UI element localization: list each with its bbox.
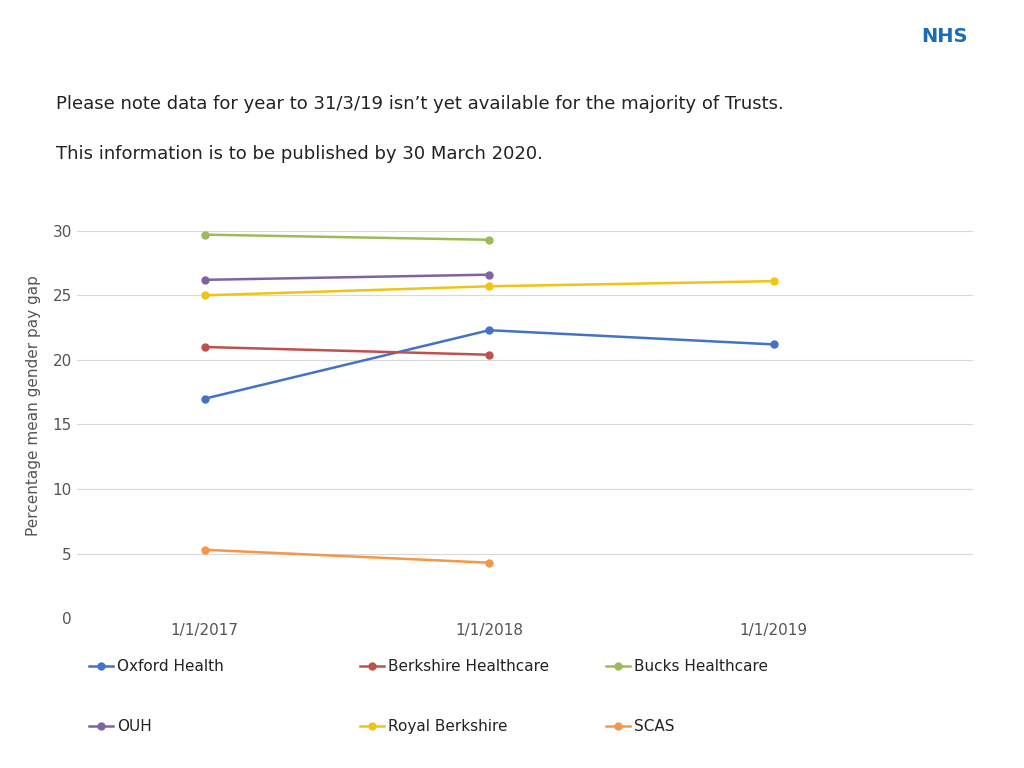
Text: Berkshire Healthcare: Berkshire Healthcare xyxy=(388,659,549,674)
FancyBboxPatch shape xyxy=(909,12,979,62)
Text: Bucks Healthcare: Bucks Healthcare xyxy=(634,659,768,674)
Text: Oxford Health: Oxford Health xyxy=(892,18,985,31)
Text: NHS Foundation Trust: NHS Foundation Trust xyxy=(880,46,985,56)
Text: This information is to be published by 30 March 2020.: This information is to be published by 3… xyxy=(56,145,543,163)
Text: Oxford Health: Oxford Health xyxy=(117,659,223,674)
Text: OUH: OUH xyxy=(117,719,152,733)
Text: Hourly Pay: Comparisons to other BOB Trusts: Hourly Pay: Comparisons to other BOB Tru… xyxy=(18,24,612,50)
Text: Please note data for year to 31/3/19 isn’t yet available for the majority of Tru: Please note data for year to 31/3/19 isn… xyxy=(56,95,784,113)
Text: SCAS: SCAS xyxy=(634,719,675,733)
Text: Royal Berkshire: Royal Berkshire xyxy=(388,719,508,733)
Y-axis label: Percentage mean gender pay gap: Percentage mean gender pay gap xyxy=(27,275,41,535)
Text: NHS: NHS xyxy=(921,27,968,46)
